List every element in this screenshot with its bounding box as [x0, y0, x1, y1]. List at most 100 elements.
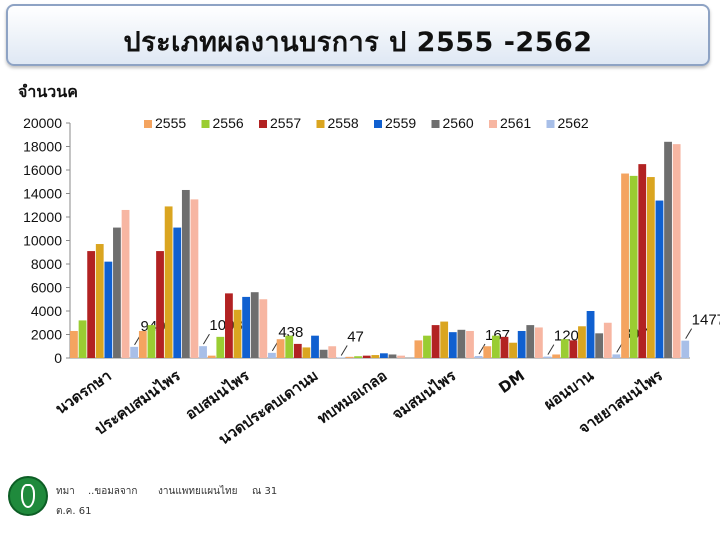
- bar-2561-1: [190, 199, 199, 358]
- legend-label-2556: 2556: [213, 115, 244, 131]
- bar-2559-7: [586, 311, 595, 358]
- bar-2558-8: [646, 177, 655, 358]
- legend-label-2558: 2558: [328, 115, 359, 131]
- bar-chart: 0 2000 4000 6000 8000 10000 12000 14000 16000 180…: [23, 115, 720, 448]
- x-tick-label: จมสมนไพร: [388, 365, 460, 423]
- legend-swatch-2558: [316, 120, 325, 128]
- bar-2562-5: [474, 356, 483, 358]
- bar-2558-5: [440, 321, 449, 358]
- bar-2559-5: [448, 332, 457, 358]
- bar-2561-0: [121, 209, 130, 358]
- bar-2557-5: [431, 325, 440, 358]
- bar-2560-1: [181, 189, 190, 358]
- bar-2558-7: [578, 326, 586, 358]
- bar-2562-3: [336, 357, 345, 358]
- data-label: 120: [554, 328, 579, 345]
- bar-2555-3: [276, 339, 285, 358]
- bar-2562-2: [268, 352, 276, 358]
- legend-swatch-2556: [201, 120, 210, 128]
- bar-2555-2: [207, 355, 216, 358]
- bar-2555-8: [621, 173, 629, 358]
- source-date-month: ต.ค. 61: [56, 506, 92, 517]
- data-label: 1477: [692, 312, 720, 329]
- bar-2560-5: [457, 329, 466, 358]
- title-banner: ประเภทผลงานบรการ ป 2555 -2562: [6, 4, 710, 66]
- source-dept: งานแพทยแผนไทย: [158, 486, 238, 497]
- legend-swatch-2555: [144, 120, 152, 128]
- bar-2556-1: [147, 325, 156, 358]
- y-tick-label: 20000: [23, 115, 62, 131]
- y-tick-label: 0: [54, 350, 62, 366]
- bar-2559-0: [104, 261, 113, 358]
- bar-2560-0: [113, 227, 121, 358]
- y-tick-label: 4000: [31, 303, 62, 319]
- bar-2561-2: [259, 299, 268, 358]
- legend-swatch-2561: [489, 120, 497, 128]
- source-label: ทมา: [56, 486, 75, 497]
- y-axis-label: จำนวนค: [18, 82, 78, 101]
- y-tick-label: 8000: [31, 256, 62, 272]
- bar-2556-6: [491, 335, 500, 358]
- source-date: ณ 31: [252, 486, 278, 497]
- bar-2557-0: [87, 251, 96, 358]
- bar-2555-6: [483, 346, 492, 358]
- bar-2557-1: [156, 251, 164, 358]
- bar-2560-2: [250, 292, 259, 358]
- y-tick-label: 6000: [31, 280, 62, 296]
- bar-2562-8: [681, 340, 690, 358]
- bar-2560-4: [388, 354, 397, 358]
- legend-label-2557: 2557: [270, 115, 301, 131]
- legend-label-2562: 2562: [558, 115, 589, 131]
- bar-2562-1: [199, 346, 207, 358]
- legend-swatch-2557: [259, 120, 267, 128]
- bar-2561-5: [466, 330, 474, 358]
- bar-2560-3: [319, 349, 328, 358]
- data-label: 438: [278, 324, 303, 341]
- bar-2557-4: [362, 355, 371, 358]
- bar-2560-7: [595, 333, 604, 358]
- x-tick-label: DM: [495, 367, 528, 397]
- bar-2562-6: [543, 356, 552, 358]
- bar-2561-7: [603, 322, 612, 358]
- bar-2556-8: [629, 175, 638, 358]
- bar-2558-2: [233, 309, 242, 358]
- y-tick-label: 2000: [31, 327, 62, 343]
- bar-2559-6: [517, 330, 526, 358]
- bar-2557-2: [225, 293, 233, 358]
- bar-2558-0: [95, 244, 104, 358]
- footer: ทมา ..ขอมลจาก งานแพทยแผนไทย ณ 31 ต.ค. 61: [0, 470, 720, 540]
- y-tick-label: 12000: [23, 209, 62, 225]
- x-tick-label: ทบหมอเกลอ: [314, 367, 390, 428]
- bar-2555-1: [138, 330, 147, 358]
- bar-2560-6: [526, 325, 535, 358]
- bar-2558-3: [302, 347, 311, 358]
- legend-swatch-2559: [374, 120, 382, 128]
- legend-label-2561: 2561: [500, 115, 531, 131]
- bar-2556-4: [354, 356, 362, 358]
- page-title: ประเภทผลงานบรการ ป 2555 -2562: [123, 27, 593, 58]
- data-label-leader: [203, 333, 210, 345]
- bar-2561-8: [672, 144, 681, 358]
- bar-2562-7: [612, 354, 621, 358]
- bar-2559-1: [173, 227, 182, 358]
- bar-2558-6: [509, 342, 517, 358]
- data-label-leader: [547, 344, 555, 355]
- bar-2561-6: [534, 327, 543, 358]
- data-label-leader: [478, 343, 486, 355]
- bar-2558-1: [164, 206, 173, 358]
- y-tick-label: 18000: [23, 139, 62, 155]
- legend-swatch-2562: [546, 120, 555, 128]
- bar-2556-2: [216, 336, 225, 358]
- bar-2555-7: [552, 354, 561, 358]
- y-tick-label: 14000: [23, 186, 62, 202]
- data-label: 47: [347, 328, 364, 345]
- bar-2557-3: [293, 343, 302, 358]
- data-label-leader: [340, 345, 348, 356]
- bar-2561-3: [328, 346, 337, 358]
- ministry-logo-icon: [8, 476, 48, 516]
- bar-2561-4: [397, 355, 405, 358]
- bar-2559-2: [242, 296, 251, 358]
- bar-2557-7: [569, 340, 578, 358]
- source-from: ..ขอมลจาก: [88, 486, 138, 497]
- x-tick-label: ผอนบาน: [541, 366, 598, 413]
